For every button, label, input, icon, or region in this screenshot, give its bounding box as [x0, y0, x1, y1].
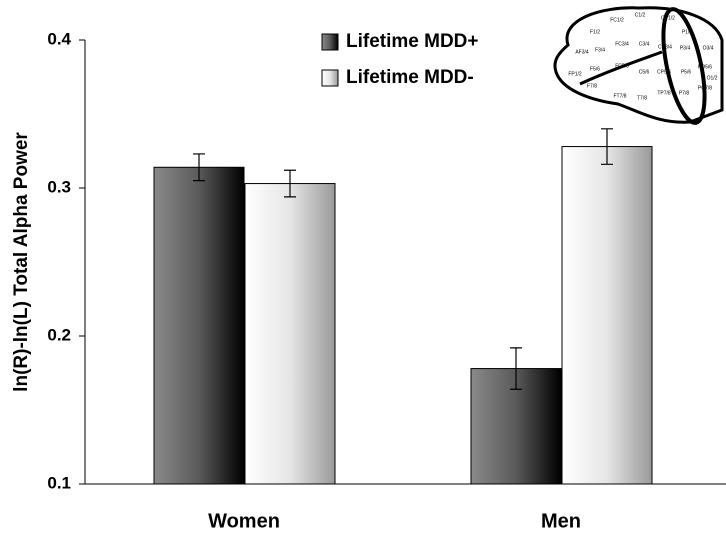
y-tick-label: 0.4 [47, 29, 71, 48]
y-tick-label: 0.1 [47, 473, 71, 492]
legend-swatch [321, 69, 339, 87]
y-axis-title: ln(R)-ln(L) Total Alpha Power [11, 132, 32, 392]
electrode-label: O3/4 [703, 45, 714, 51]
electrode-label: FT7/8 [613, 93, 626, 99]
bar [244, 183, 336, 485]
electrode-label: P1/2 [682, 29, 693, 35]
electrode-label: F3/4 [595, 47, 605, 53]
electrode-label: P3/4 [680, 45, 691, 51]
head-outline [553, 6, 724, 124]
electrode-label: PO7/8 [698, 85, 712, 91]
electrode-label: FP1/2 [568, 71, 582, 77]
region-highlight [661, 7, 707, 125]
electrode-label: FC1/2 [610, 17, 624, 23]
y-tick-label: 0.2 [47, 325, 71, 344]
electrode-label: CP1/2 [661, 15, 675, 21]
electrode-label: P7/8 [679, 90, 690, 96]
electrode-label: C3/4 [639, 41, 650, 47]
electrode-label: CP5/6 [657, 69, 671, 75]
electrode-label: P5/6 [681, 69, 692, 75]
electrode-label: AF3/4 [575, 49, 589, 55]
error-bar [601, 128, 613, 165]
error-bar [510, 347, 522, 390]
error-bar [193, 153, 205, 182]
legend-label: Lifetime MDD- [346, 67, 474, 88]
x-tick-label: Women [208, 510, 280, 532]
x-tick-label: Men [541, 510, 581, 532]
electrode-label: F1/2 [590, 29, 600, 35]
electrode-label: PO5/6 [698, 64, 712, 70]
electrode-label: T7/8 [637, 95, 647, 101]
electrode-label: F5/6 [590, 66, 600, 72]
legend-swatch [321, 33, 339, 51]
bar [153, 166, 245, 485]
fissure [579, 50, 663, 86]
electrode-label: C1/2 [635, 12, 646, 18]
electrode-label: TP7/8 [657, 90, 671, 96]
electrode-label: F7/8 [587, 83, 597, 89]
electrode-label: FC3/4 [615, 41, 629, 47]
y-tick-label: 0.3 [47, 177, 71, 196]
bar [561, 146, 653, 485]
error-bar [284, 169, 296, 198]
electrode-label: C5/6 [639, 69, 650, 75]
brain-inset [553, 6, 724, 125]
electrode-label: O1/2 [707, 75, 718, 81]
electrode-label: FC5/6 [615, 63, 629, 69]
electrode-label: CP3/4 [658, 44, 672, 50]
legend-label: Lifetime MDD+ [346, 31, 479, 52]
